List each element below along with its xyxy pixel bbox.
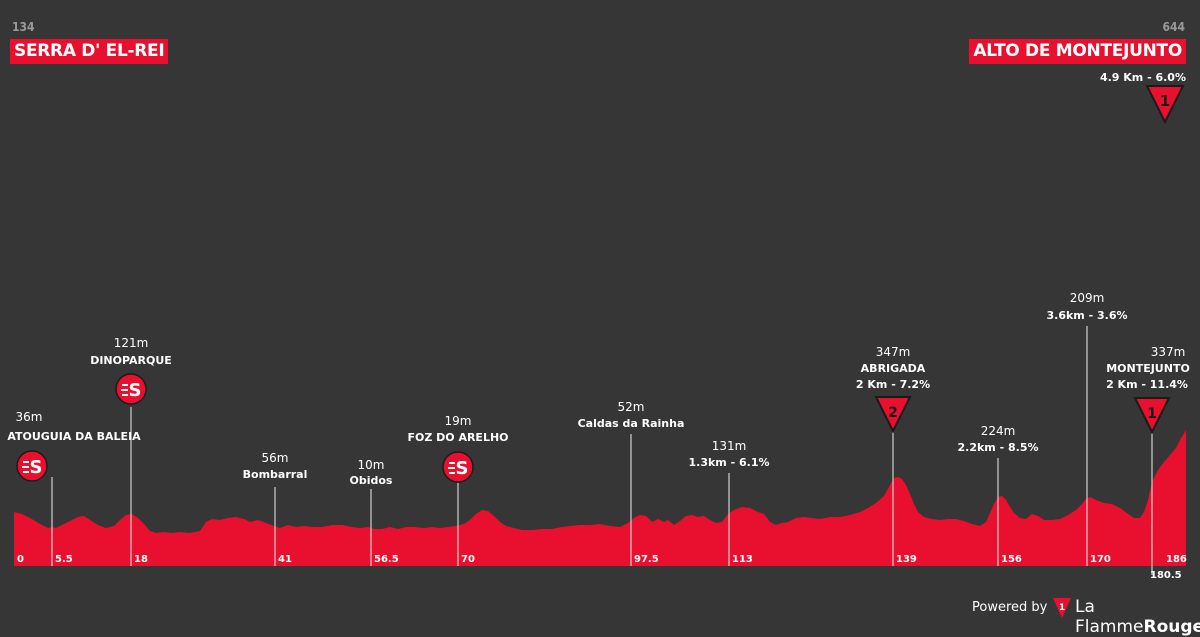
svg-text:1: 1 bbox=[1059, 603, 1065, 613]
flamme-rouge-logo-icon: 1 bbox=[1052, 597, 1072, 619]
km-18: 18 bbox=[134, 554, 148, 565]
elev-montejunto: 337m bbox=[1151, 345, 1186, 359]
sprint-icon-dinoparque: S bbox=[116, 374, 146, 404]
km-41: 41 bbox=[278, 554, 292, 565]
elev-abrigada: 347m bbox=[876, 345, 911, 359]
km-5.5: 5.5 bbox=[55, 554, 73, 565]
elev-bombarral: 56m bbox=[262, 451, 289, 465]
name-abrigada: ABRIGADA bbox=[861, 362, 926, 375]
sub-km156: 2.2km - 8.5% bbox=[958, 441, 1039, 454]
km-113: 113 bbox=[732, 554, 753, 565]
elev-km113: 131m bbox=[712, 439, 747, 453]
brand-name-part-b: Rouge bbox=[1144, 617, 1200, 637]
elev-km156: 224m bbox=[981, 424, 1016, 438]
svg-text:S: S bbox=[30, 457, 43, 478]
elev-atouguia: 36m bbox=[16, 410, 43, 424]
km-0: 0 bbox=[17, 554, 24, 565]
brand-logo-text: La FlammeRouge bbox=[1075, 597, 1200, 637]
svg-text:S: S bbox=[456, 458, 469, 479]
svg-text:1: 1 bbox=[1147, 406, 1157, 422]
name-caldas: Caldas da Rainha bbox=[578, 417, 685, 430]
elev-foz: 19m bbox=[445, 414, 472, 428]
km-180.5: 180.5 bbox=[1150, 570, 1182, 581]
sub-montejunto: 2 Km - 11.4% bbox=[1106, 378, 1188, 391]
km-97.5: 97.5 bbox=[634, 554, 659, 565]
elev-caldas: 52m bbox=[618, 400, 645, 414]
km-170: 170 bbox=[1090, 554, 1111, 565]
elev-km170: 209m bbox=[1070, 291, 1105, 305]
name-dinoparque: DINOPARQUE bbox=[90, 354, 172, 367]
elev-obidos: 10m bbox=[358, 458, 385, 472]
brand-name-part-a: La Flamme bbox=[1075, 597, 1144, 637]
kom-cat2-icon-abrigada: 2 bbox=[876, 397, 910, 431]
kom-cat1-icon-montejunto: 1 bbox=[1135, 398, 1169, 432]
sprint-icon-foz: S bbox=[443, 452, 473, 482]
sub-abrigada: 2 Km - 7.2% bbox=[856, 378, 930, 391]
sub-km170: 3.6km - 3.6% bbox=[1047, 309, 1128, 322]
km-186: 186 bbox=[1166, 554, 1187, 565]
sub-km113: 1.3km - 6.1% bbox=[689, 456, 770, 469]
name-obidos: Obidos bbox=[350, 474, 393, 487]
km-156: 156 bbox=[1001, 554, 1022, 565]
powered-by-label: Powered by bbox=[972, 600, 1047, 615]
name-bombarral: Bombarral bbox=[243, 468, 308, 481]
waypoint-labels: 36m ATOUGUIA DA BALEIA 121m DINOPARQUE 5… bbox=[7, 291, 1189, 487]
km-139: 139 bbox=[896, 554, 917, 565]
elev-dinoparque: 121m bbox=[114, 336, 149, 350]
km-56.5: 56.5 bbox=[374, 554, 399, 565]
svg-text:2: 2 bbox=[888, 405, 898, 421]
km-70: 70 bbox=[461, 554, 475, 565]
name-foz: FOZ DO ARELHO bbox=[407, 431, 508, 444]
name-atouguia: ATOUGUIA DA BALEIA bbox=[7, 430, 141, 443]
sprint-icon-atouguia: S bbox=[17, 451, 47, 481]
svg-text:S: S bbox=[129, 380, 142, 401]
name-montejunto: MONTEJUNTO bbox=[1106, 362, 1190, 375]
